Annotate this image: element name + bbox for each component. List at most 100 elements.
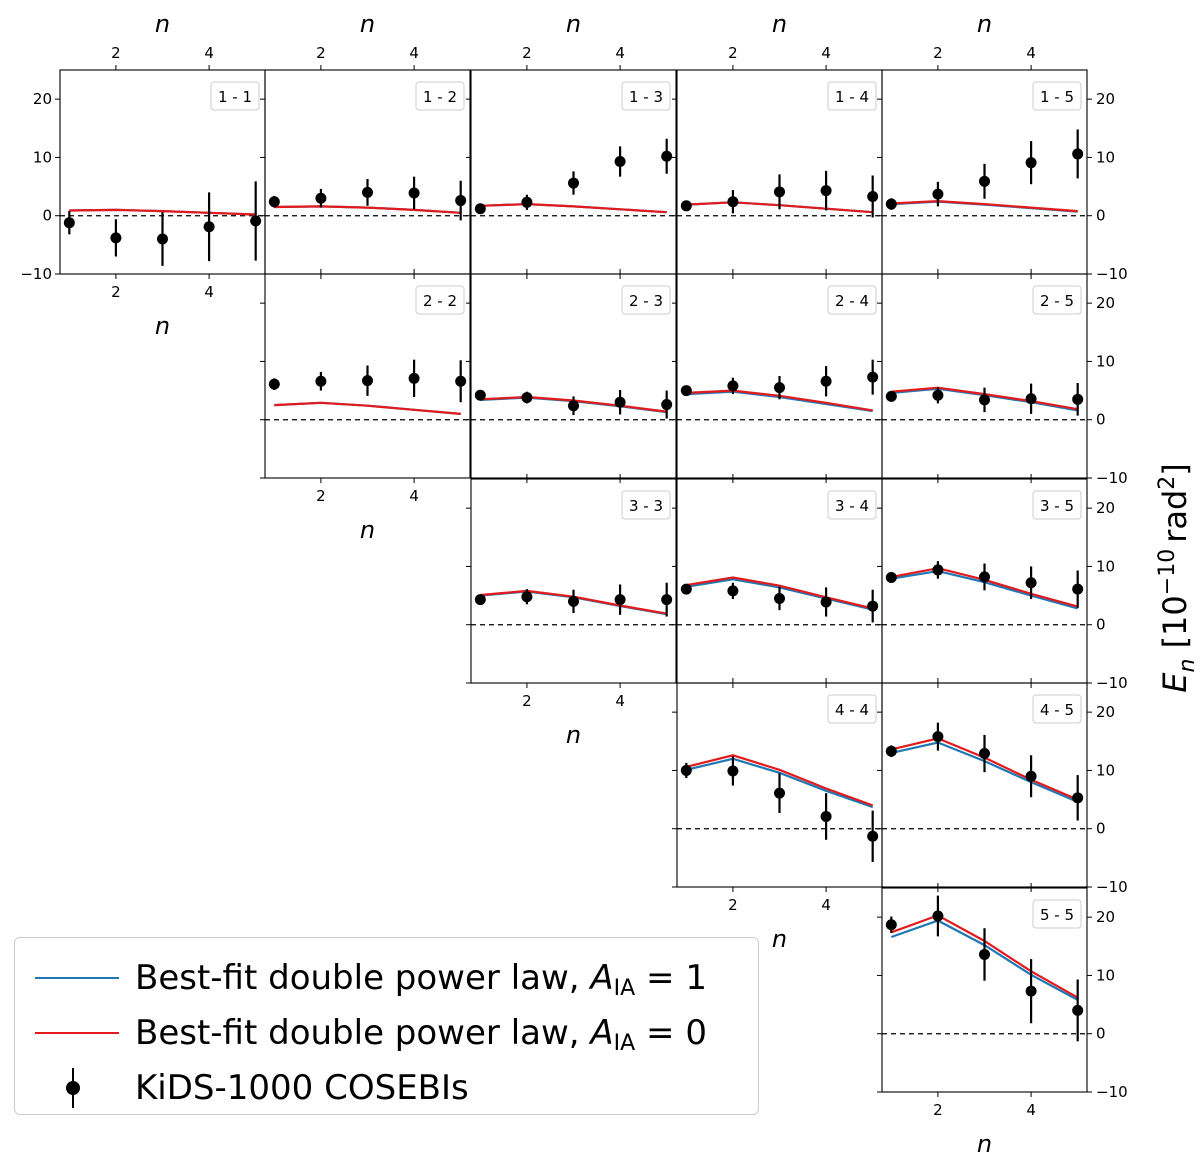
data-point	[614, 594, 626, 606]
x-tick-label-bottom: 4	[615, 692, 625, 710]
y-tick-label-left: 20	[33, 90, 52, 108]
data-point	[774, 382, 785, 394]
panel-label: 1 - 5	[1040, 88, 1074, 106]
panel-label: 5 - 5	[1040, 906, 1074, 924]
panel-label: 1 - 2	[423, 88, 457, 106]
legend-entry-cosebis: KiDS-1000 COSEBIs	[15, 1060, 760, 1120]
panel-label: 2 - 4	[835, 292, 869, 310]
data-point	[774, 186, 785, 198]
data-point	[979, 175, 990, 187]
data-point	[315, 375, 327, 387]
data-point	[268, 196, 280, 208]
data-point	[203, 221, 215, 233]
data-point	[1025, 577, 1037, 589]
legend-label-prefix: Best-fit double power law,	[135, 1013, 591, 1053]
y-tick-label-right: 20	[1096, 90, 1115, 108]
data-point	[614, 396, 626, 408]
x-axis-label-top: n	[155, 10, 170, 38]
y-tick-label-right: 10	[1096, 966, 1115, 984]
panel-label-box	[1032, 899, 1082, 929]
data-point	[661, 150, 673, 162]
x-tick-label-top: 4	[409, 44, 419, 62]
data-point	[1025, 770, 1037, 782]
legend: Best-fit double power law, AIA = 1 Best-…	[14, 937, 759, 1115]
panel-label: 4 - 4	[835, 701, 869, 719]
panel-label: 1 - 1	[218, 88, 252, 106]
data-point	[521, 591, 533, 603]
data-point	[979, 948, 990, 960]
model-line-aia-0	[274, 205, 461, 214]
data-point	[1025, 985, 1037, 997]
data-point	[932, 389, 944, 401]
y-label-exponent2: 2	[1155, 476, 1180, 490]
y-tick-label-left: 0	[42, 207, 52, 225]
panel-label-box	[1032, 81, 1082, 111]
x-tick-label-top: 4	[615, 44, 625, 62]
data-point	[1072, 792, 1084, 804]
data-point	[661, 594, 673, 606]
legend-suffix: = 0	[635, 1013, 707, 1053]
panel-frame	[881, 273, 1088, 479]
y-tick-label-right: 10	[1096, 148, 1115, 166]
y-tick-label-right: 0	[1096, 820, 1106, 838]
legend-label-cosebis: KiDS-1000 COSEBIs	[135, 1068, 469, 1108]
y-label-unit-close: ]	[1156, 463, 1194, 475]
data-point	[661, 399, 673, 411]
x-axis-label-bottom: n	[977, 1130, 992, 1152]
data-point	[820, 810, 832, 822]
data-point	[315, 192, 327, 204]
legend-symbol: A	[590, 958, 614, 998]
panel-label: 4 - 5	[1040, 701, 1074, 719]
data-point	[979, 571, 990, 583]
data-point	[1025, 393, 1037, 405]
panel-label-box	[1032, 285, 1082, 315]
data-point	[1072, 393, 1084, 405]
x-axis-label-top: n	[566, 10, 581, 38]
model-line-aia-0	[274, 401, 461, 415]
data-point	[680, 583, 692, 595]
legend-suffix: = 1	[635, 958, 707, 998]
x-tick-label-bottom: 4	[1026, 1101, 1036, 1119]
y-tick-label-right: 0	[1096, 1025, 1106, 1043]
y-tick-label-right: 0	[1096, 207, 1106, 225]
data-point	[1025, 157, 1037, 169]
legend-line-blue	[35, 977, 119, 979]
data-point	[885, 198, 897, 210]
data-point	[885, 919, 897, 931]
data-point	[727, 196, 739, 208]
legend-label-prefix: Best-fit double power law,	[135, 958, 591, 998]
data-point	[1072, 1004, 1084, 1016]
x-tick-label-top: 4	[1026, 44, 1036, 62]
x-tick-label-top: 4	[821, 44, 831, 62]
data-point	[268, 378, 280, 390]
y-tick-label-right: 10	[1096, 557, 1115, 575]
panel-label: 3 - 5	[1040, 497, 1074, 515]
data-point	[932, 731, 944, 743]
data-point	[820, 596, 832, 608]
data-point	[362, 375, 373, 387]
x-tick-label-bottom: 2	[728, 896, 738, 914]
data-point	[110, 232, 122, 244]
x-axis-label-bottom: n	[155, 312, 170, 340]
panel-label: 2 - 2	[423, 292, 457, 310]
y-tick-label-right: 20	[1096, 499, 1115, 517]
x-tick-label-top: 2	[111, 44, 121, 62]
x-axis-label-bottom: n	[566, 721, 581, 749]
data-point	[408, 372, 420, 384]
y-axis-label: En [10−10 rad2]	[1155, 463, 1200, 693]
y-tick-label-right: 20	[1096, 908, 1115, 926]
legend-symbol: A	[590, 1013, 614, 1053]
y-tick-label-right: 0	[1096, 411, 1106, 429]
data-point	[727, 585, 739, 597]
data-point	[932, 564, 944, 576]
x-axis-label-top: n	[360, 10, 375, 38]
data-point	[680, 200, 692, 212]
x-tick-label-bottom: 2	[111, 283, 121, 301]
data-point	[1072, 148, 1084, 160]
panel-label: 2 - 5	[1040, 292, 1074, 310]
y-tick-label-right: −10	[1096, 674, 1128, 692]
x-axis-label-top: n	[977, 10, 992, 38]
x-tick-label-bottom: 2	[316, 487, 326, 505]
data-point	[885, 390, 897, 402]
